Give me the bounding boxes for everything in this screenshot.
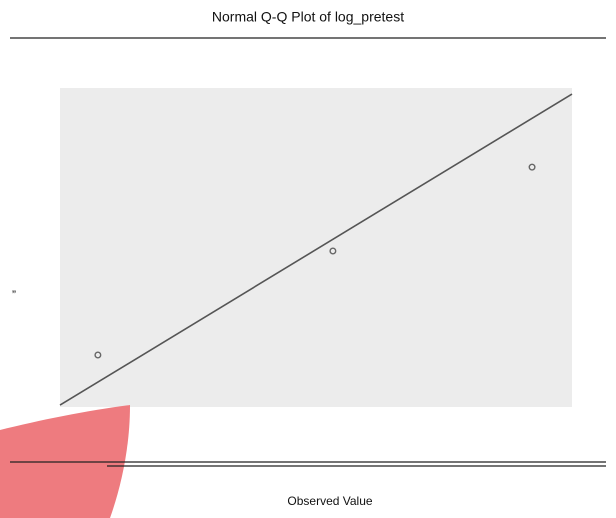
point — [94, 351, 102, 359]
point — [329, 247, 337, 255]
reference-line — [59, 93, 573, 406]
annotation: ” — [12, 288, 16, 302]
x-axis-label: Observed Value — [287, 494, 372, 508]
point — [528, 163, 536, 171]
chart-title: Normal Q-Q Plot of log_pretest — [212, 9, 404, 25]
